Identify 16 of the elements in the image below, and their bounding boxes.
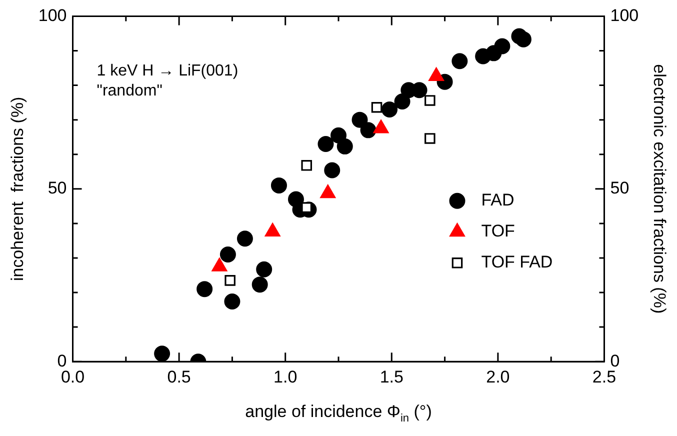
x-tick-label: 0.5 xyxy=(167,367,191,386)
y-tick-label: 100 xyxy=(38,6,67,25)
x-tick-label: 1.5 xyxy=(380,367,404,386)
x-tick-label: 1.0 xyxy=(274,367,298,386)
y2-tick-label: 50 xyxy=(610,178,630,198)
y-tick-label: 50 xyxy=(48,178,67,198)
annotation: 1 keV H → LiF(001) xyxy=(96,62,238,80)
y2-axis-title: electronic excitation fractions (%) xyxy=(650,64,670,314)
legend-label: TOF FAD xyxy=(481,252,553,272)
x-tick-label: 2.0 xyxy=(486,367,510,386)
annotation: "random" xyxy=(96,82,162,100)
y-axis-title: incoherent fractions (%) xyxy=(8,96,27,282)
legend-label: FAD xyxy=(481,190,514,210)
x-axis-title: angle of incidence Φ$_{in}$ (°) xyxy=(244,402,433,424)
legend-label: TOF xyxy=(481,222,515,241)
y2-tick-label: 100 xyxy=(610,6,639,25)
